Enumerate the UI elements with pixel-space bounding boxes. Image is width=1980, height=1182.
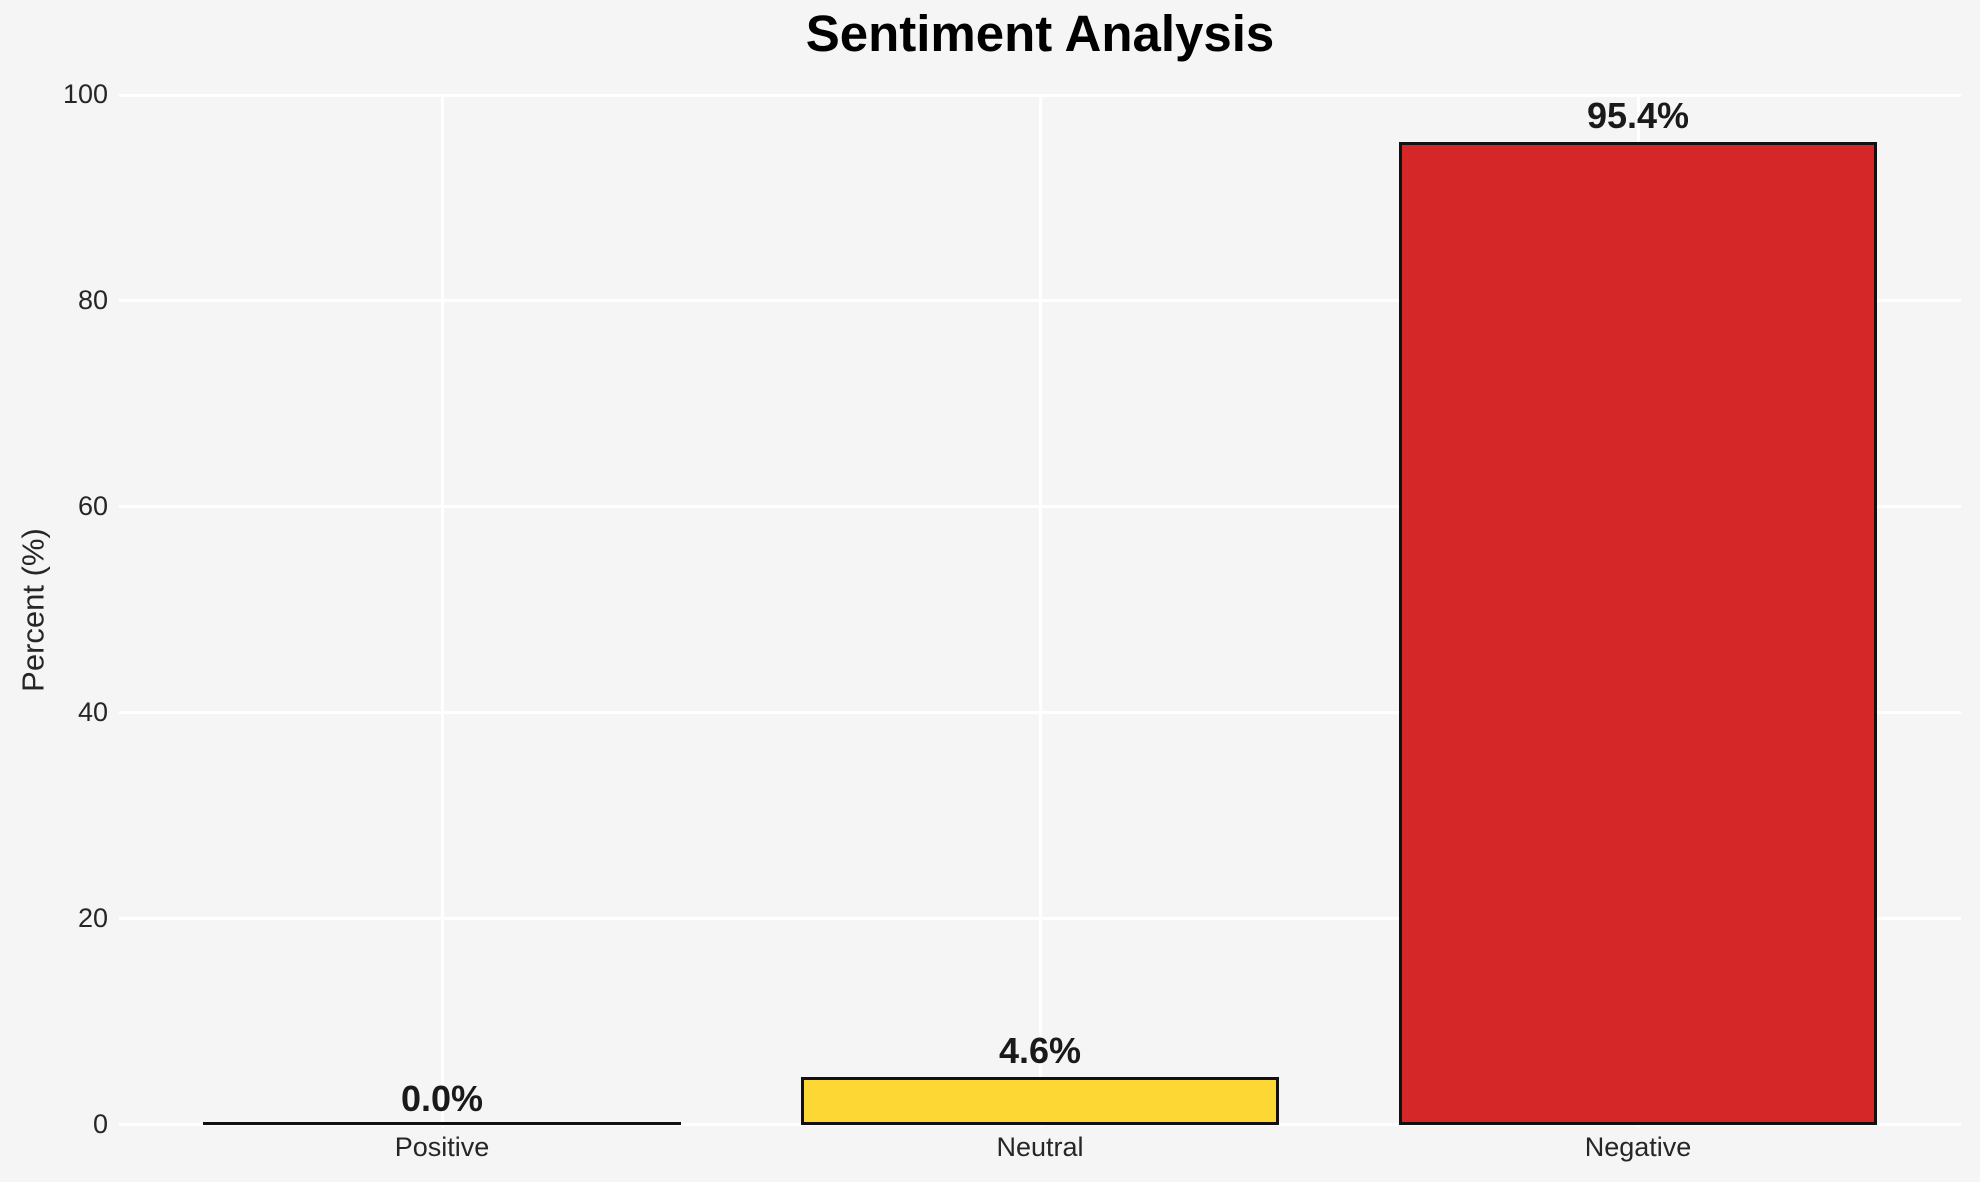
y-tick-label-20: 20 bbox=[77, 902, 108, 933]
x-tick-label-positive: Positive bbox=[394, 1132, 490, 1162]
y-tick-label-100: 100 bbox=[62, 79, 108, 110]
bar-positive bbox=[203, 1122, 681, 1125]
value-label-positive: 0.0% bbox=[400, 1077, 484, 1119]
v-gridline-positive bbox=[440, 95, 444, 1127]
x-tick-label-neutral: Neutral bbox=[996, 1132, 1084, 1162]
v-gridline-neutral bbox=[1038, 95, 1042, 1127]
chart-title: Sentiment Analysis bbox=[805, 5, 1275, 62]
value-label-neutral: 4.6% bbox=[998, 1030, 1082, 1072]
y-tick-label-40: 40 bbox=[77, 697, 108, 727]
y-tick-label-80: 80 bbox=[77, 285, 108, 316]
bar-negative bbox=[1399, 142, 1877, 1126]
value-label-negative: 95.4% bbox=[1586, 95, 1690, 137]
y-tick-label-0: 0 bbox=[92, 1108, 108, 1139]
y-axis-label: Percent (%) bbox=[15, 528, 51, 692]
bar-neutral bbox=[801, 1077, 1279, 1126]
x-tick-label-negative: Negative bbox=[1584, 1132, 1692, 1162]
y-tick-label-60: 60 bbox=[77, 491, 108, 522]
